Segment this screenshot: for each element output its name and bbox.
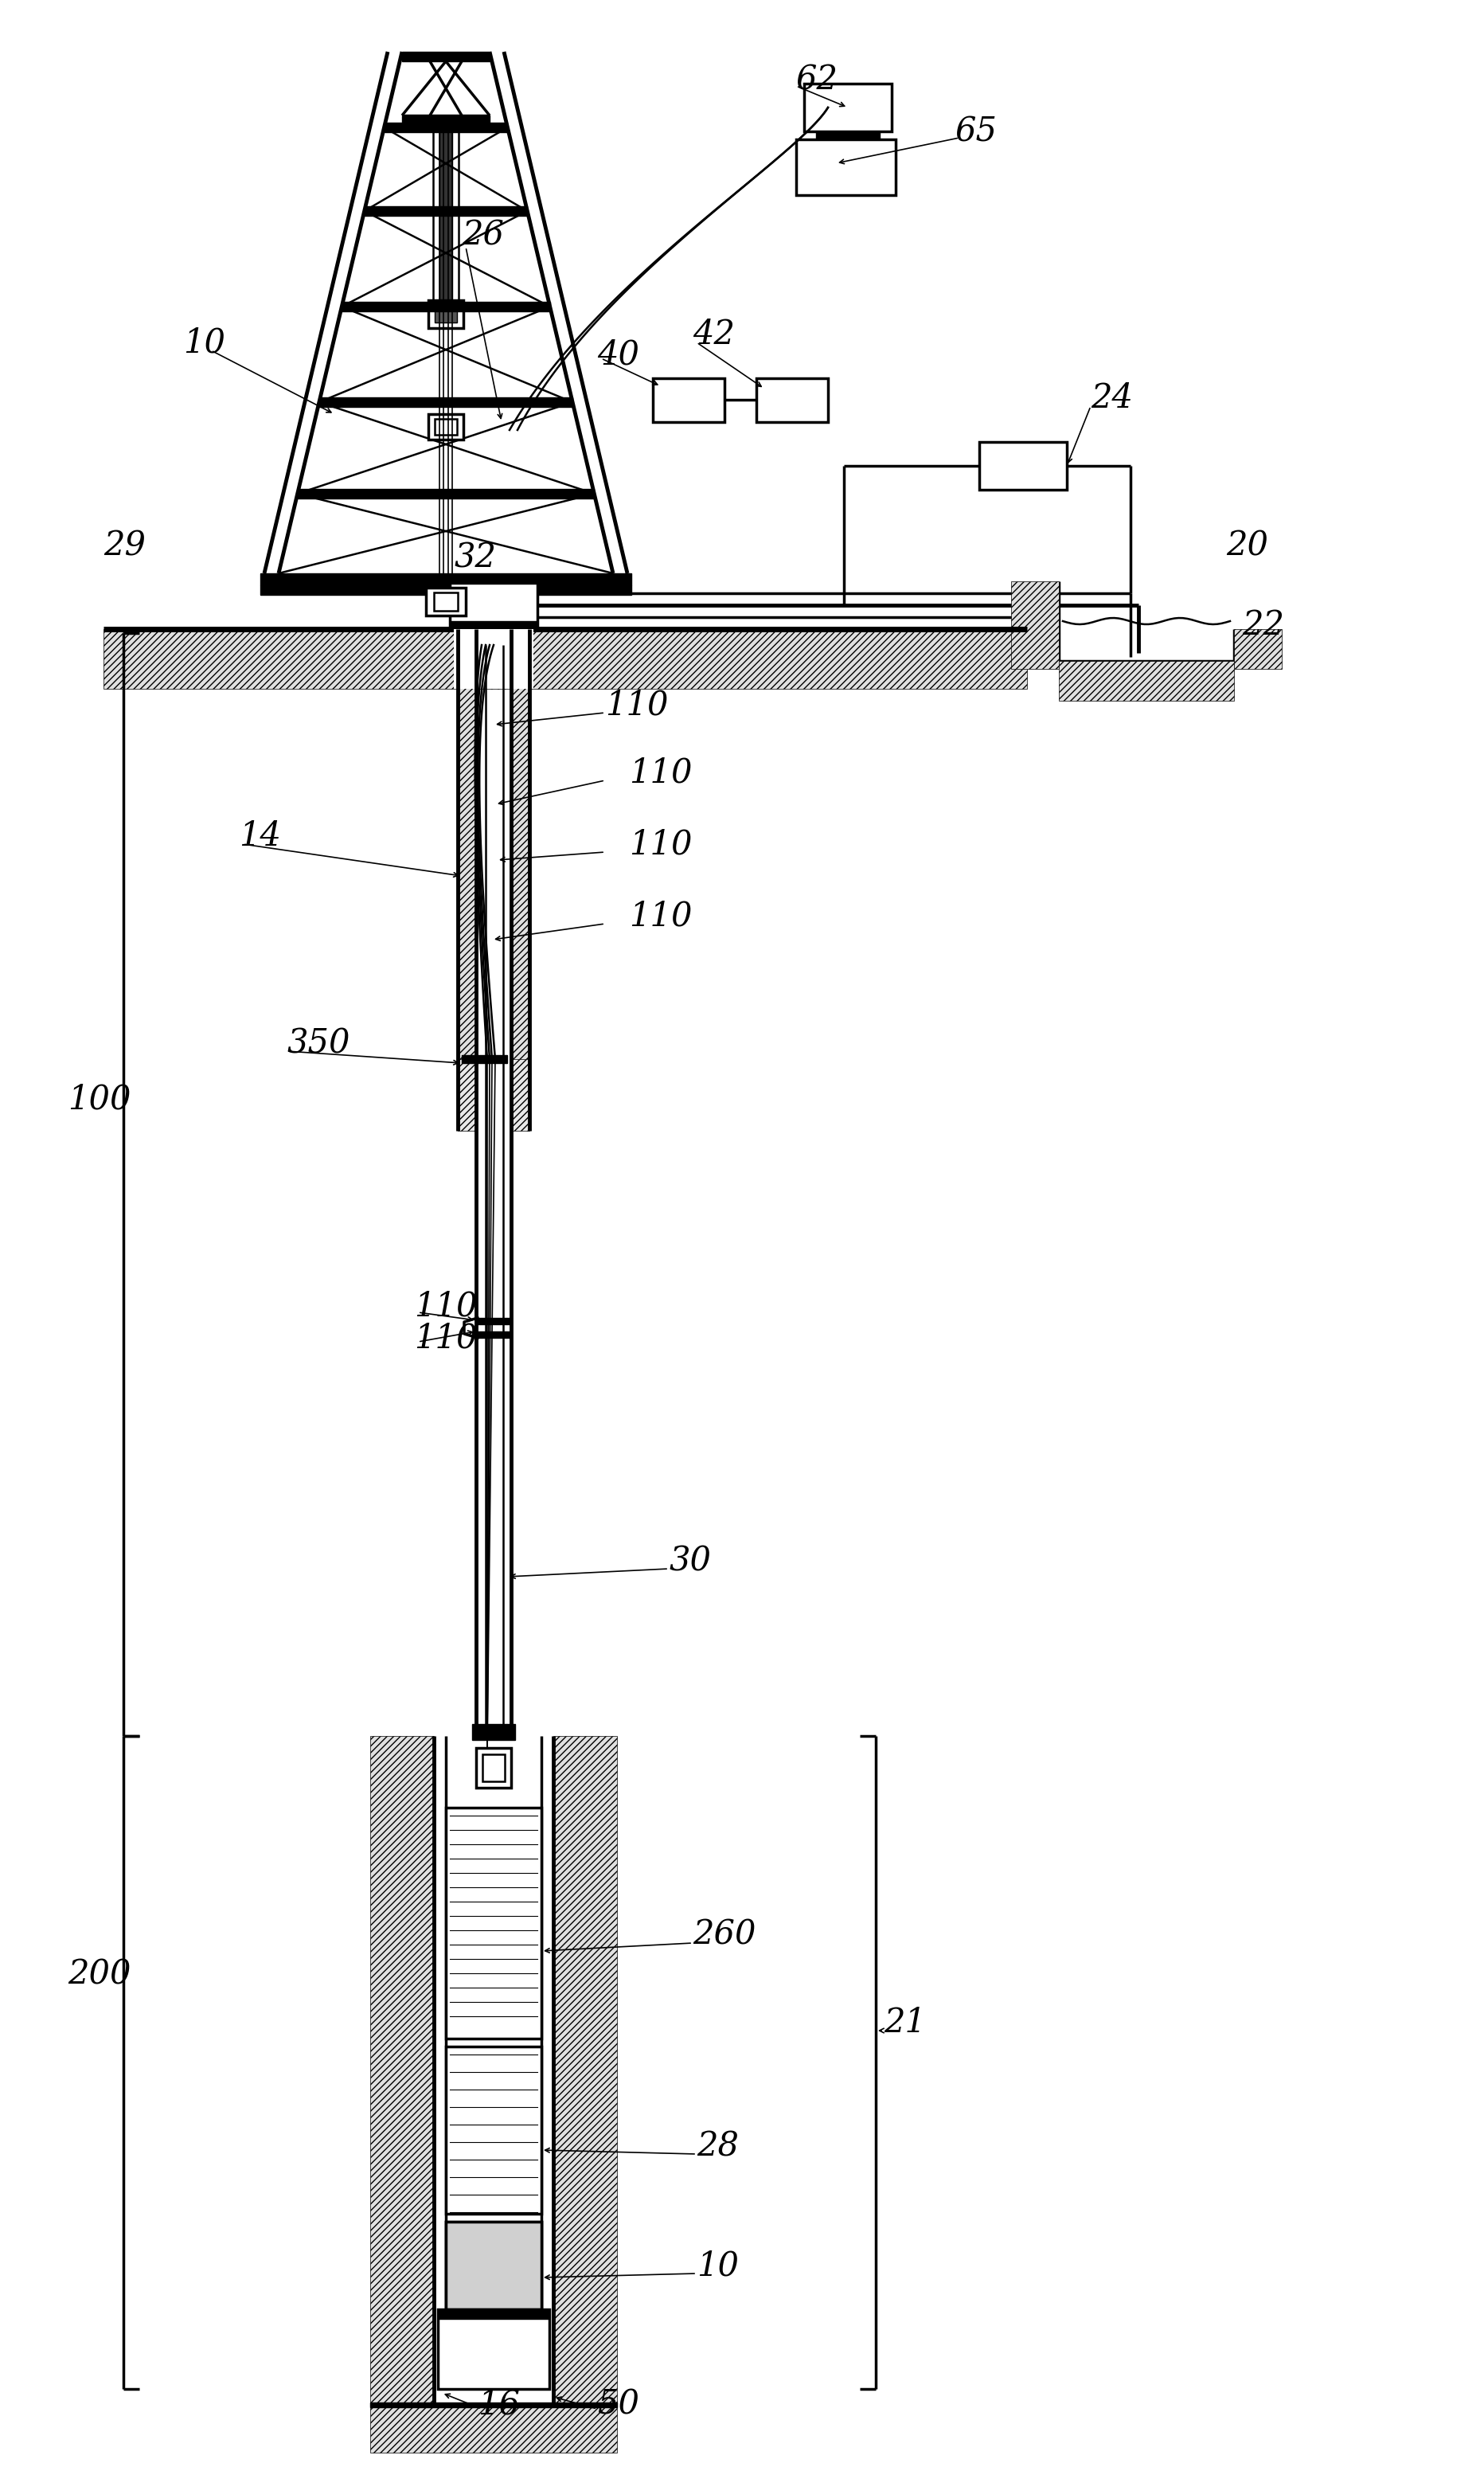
Text: 100: 100: [68, 1083, 131, 1115]
Bar: [979, 442, 1066, 491]
Text: 50: 50: [597, 2388, 640, 2423]
Bar: [554, 1737, 617, 2405]
Text: 16: 16: [478, 2388, 519, 2423]
Bar: [476, 1749, 510, 1789]
Text: 26: 26: [462, 217, 503, 252]
Bar: [450, 582, 537, 624]
Text: 10: 10: [183, 326, 226, 360]
Bar: [427, 301, 463, 328]
Text: 65: 65: [954, 113, 997, 148]
Text: 32: 32: [454, 540, 496, 575]
Bar: [439, 126, 453, 301]
Bar: [297, 488, 594, 498]
Bar: [1058, 661, 1233, 701]
Bar: [384, 123, 508, 133]
Text: 30: 30: [668, 1544, 711, 1576]
Bar: [370, 2405, 617, 2452]
Text: 28: 28: [696, 2129, 739, 2164]
Bar: [795, 138, 895, 195]
Text: 62: 62: [795, 64, 838, 96]
Text: 350: 350: [286, 1026, 350, 1061]
Bar: [478, 1317, 509, 1325]
Bar: [457, 629, 476, 1130]
Bar: [426, 587, 466, 617]
Bar: [472, 1724, 515, 1739]
Bar: [438, 2309, 549, 2388]
Text: 200: 200: [68, 1959, 131, 1991]
Text: 20: 20: [1226, 528, 1267, 562]
Bar: [445, 1808, 542, 2038]
Bar: [510, 629, 530, 1130]
Bar: [1011, 582, 1058, 669]
Bar: [445, 2223, 542, 2309]
Bar: [457, 654, 476, 1058]
Bar: [462, 1056, 508, 1063]
Text: 29: 29: [104, 528, 145, 562]
Bar: [1233, 629, 1281, 669]
Text: 110: 110: [414, 1322, 476, 1354]
Text: 24: 24: [1091, 382, 1132, 414]
Bar: [445, 2223, 542, 2309]
Bar: [341, 301, 549, 311]
Bar: [370, 1737, 433, 2405]
Bar: [370, 2403, 617, 2408]
Bar: [439, 126, 453, 301]
Bar: [454, 629, 533, 688]
Text: 42: 42: [692, 318, 735, 350]
Text: 110: 110: [629, 755, 692, 789]
Bar: [653, 377, 724, 422]
Bar: [319, 397, 573, 407]
Bar: [438, 2309, 549, 2319]
Bar: [433, 126, 459, 301]
Text: 110: 110: [629, 826, 692, 861]
Bar: [104, 629, 1027, 688]
Bar: [260, 572, 631, 585]
Bar: [445, 2048, 542, 2213]
Bar: [402, 52, 490, 62]
Bar: [804, 84, 892, 131]
Bar: [816, 131, 879, 138]
Bar: [435, 419, 457, 434]
Text: 260: 260: [692, 1919, 755, 1951]
Bar: [402, 116, 490, 126]
Bar: [364, 207, 527, 215]
Text: 110: 110: [414, 1290, 476, 1322]
Bar: [450, 622, 537, 627]
Text: 21: 21: [883, 2006, 926, 2040]
Bar: [510, 654, 530, 1058]
Bar: [755, 377, 828, 422]
Text: 22: 22: [1241, 609, 1284, 641]
Bar: [435, 306, 457, 323]
Bar: [450, 577, 537, 585]
Text: 10: 10: [696, 2250, 739, 2282]
Bar: [478, 1332, 509, 1337]
Text: 110: 110: [605, 688, 668, 720]
Text: 110: 110: [629, 898, 692, 933]
Text: 14: 14: [239, 819, 280, 854]
Bar: [260, 585, 631, 595]
Text: 40: 40: [597, 338, 640, 370]
Bar: [427, 414, 463, 439]
Bar: [433, 592, 457, 612]
Bar: [482, 1754, 505, 1781]
